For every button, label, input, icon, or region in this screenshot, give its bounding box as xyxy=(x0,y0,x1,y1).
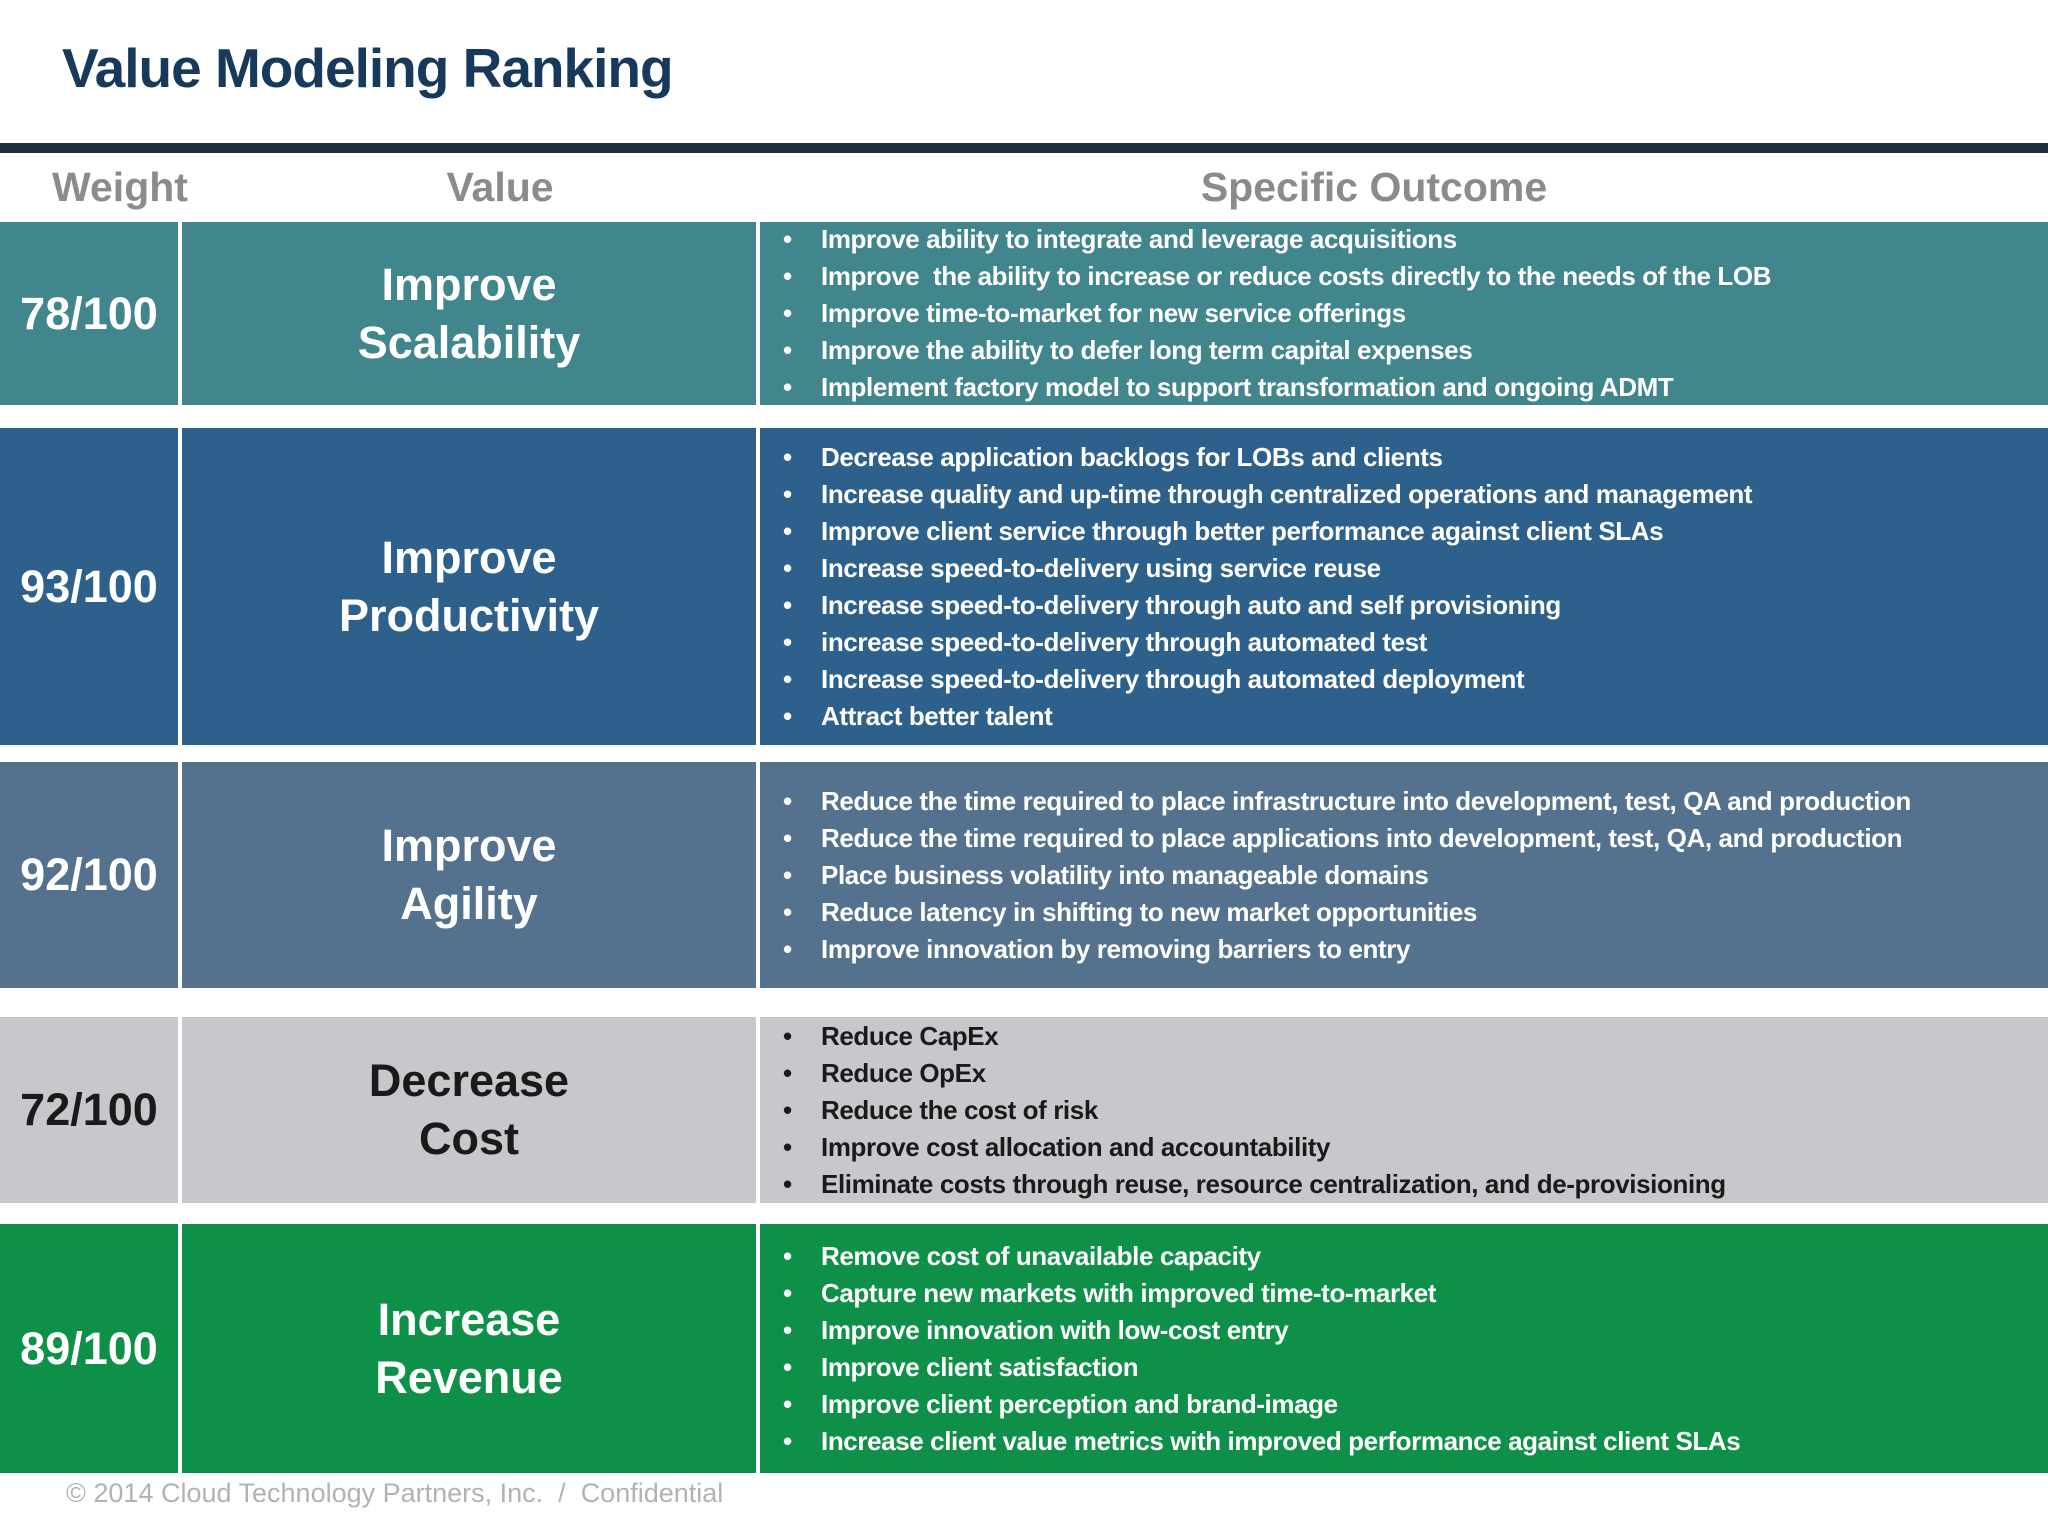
outcome-item: Improve ability to integrate and leverag… xyxy=(783,222,1771,258)
outcome-list: Improve ability to integrate and leverag… xyxy=(760,222,1771,405)
value-line: Improve xyxy=(381,258,557,310)
outcome-list: Reduce CapExReduce OpExReduce the cost o… xyxy=(760,1018,1726,1203)
title-divider xyxy=(0,143,2048,153)
column-header-value: Value xyxy=(446,164,554,210)
weight-cell: 78/100 xyxy=(0,222,178,405)
value-line: Cost xyxy=(419,1113,519,1164)
outcome-item: Reduce OpEx xyxy=(783,1055,1726,1092)
weight-cell: 89/100 xyxy=(0,1224,178,1473)
column-header-weight: Weight xyxy=(52,164,188,210)
outcome-item: Reduce the time required to place applic… xyxy=(783,820,1911,857)
outcome-list: Reduce the time required to place infras… xyxy=(760,783,1911,968)
value-cell: Increase Revenue xyxy=(182,1224,756,1473)
table-row-revenue: 89/100 Increase Revenue Remove cost of u… xyxy=(0,1224,2048,1473)
value-cell: Improve Agility xyxy=(182,762,756,988)
outcome-item: Reduce latency in shifting to new market… xyxy=(783,894,1911,931)
outcome-item: Attract better talent xyxy=(783,698,1752,735)
value-line: Decrease xyxy=(368,1055,570,1106)
value-line: Improve xyxy=(381,531,557,583)
outcome-item: Improve innovation with low-cost entry xyxy=(783,1312,1740,1349)
weight-cell: 92/100 xyxy=(0,762,178,988)
outcome-cell: Remove cost of unavailable capacityCaptu… xyxy=(760,1224,2048,1473)
outcome-item: Increase quality and up-time through cen… xyxy=(783,476,1753,513)
value-cell: Decrease Cost xyxy=(182,1017,756,1203)
outcome-list: Remove cost of unavailable capacityCaptu… xyxy=(760,1238,1741,1460)
outcome-item: Remove cost of unavailable capacity xyxy=(783,1238,1740,1275)
value-line: Scalability xyxy=(357,316,581,368)
outcome-item: increase speed-to-delivery through autom… xyxy=(783,624,1752,661)
outcome-item: Improve innovation by removing barriers … xyxy=(783,931,1911,968)
value-line: Productivity xyxy=(338,589,600,641)
footer-copyright: © 2014 Cloud Technology Partners, Inc. /… xyxy=(66,1478,724,1508)
outcome-item: Reduce the time required to place infras… xyxy=(783,783,1911,820)
outcome-item: Reduce the cost of risk xyxy=(783,1092,1726,1129)
outcome-item: Capture new markets with improved time-t… xyxy=(783,1275,1740,1312)
column-header-outcome: Specific Outcome xyxy=(1200,164,1548,210)
outcome-item: Improve time-to-market for new service o… xyxy=(783,295,1771,332)
outcome-item: Increase speed-to-delivery using service… xyxy=(783,550,1752,587)
outcome-item: Eliminate costs through reuse, resource … xyxy=(783,1166,1726,1203)
outcome-item: Improve the ability to increase or reduc… xyxy=(783,258,1771,295)
outcome-item: Reduce CapEx xyxy=(783,1018,1726,1055)
outcome-cell: Reduce CapExReduce OpExReduce the cost o… xyxy=(760,1017,2048,1203)
table-row-productivity: 93/100 Improve Productivity Decrease app… xyxy=(0,428,2048,745)
table-row-agility: 92/100 Improve Agility Reduce the time r… xyxy=(0,762,2048,988)
outcome-item: Improve client service through better pe… xyxy=(783,513,1752,550)
outcome-cell: Decrease application backlogs for LOBs a… xyxy=(760,428,2048,745)
weight-cell: 93/100 xyxy=(0,428,178,745)
outcome-item: Increase speed-to-delivery through autom… xyxy=(783,661,1752,698)
value-line: Agility xyxy=(400,878,538,929)
outcome-item: Increase client value metrics with impro… xyxy=(783,1423,1741,1460)
outcome-item: Improve client satisfaction xyxy=(783,1349,1740,1386)
value-cell: Improve Productivity xyxy=(182,428,756,745)
weight-cell: 72/100 xyxy=(0,1017,178,1203)
table-header-row: Weight Value Specific Outcome xyxy=(0,153,2048,222)
outcome-item: Implement factory model to support trans… xyxy=(783,369,1771,405)
outcome-cell: Reduce the time required to place infras… xyxy=(760,762,2048,988)
outcome-list: Decrease application backlogs for LOBs a… xyxy=(760,439,1753,735)
table-row-scalability: 78/100 Improve Scalability Improve abili… xyxy=(0,222,2048,405)
value-line: Increase xyxy=(377,1293,561,1345)
outcome-item: Decrease application backlogs for LOBs a… xyxy=(783,439,1752,476)
outcome-item: Improve client perception and brand-imag… xyxy=(783,1386,1740,1423)
outcome-item: Increase speed-to-delivery through auto … xyxy=(783,587,1752,624)
outcome-item: Place business volatility into manageabl… xyxy=(783,857,1911,894)
table-row-cost: 72/100 Decrease Cost Reduce CapExReduce … xyxy=(0,1017,2048,1203)
outcome-item: Improve the ability to defer long term c… xyxy=(783,332,1771,369)
value-cell: Improve Scalability xyxy=(182,222,756,405)
outcome-item: Improve cost allocation and accountabili… xyxy=(783,1129,1726,1166)
value-line: Revenue xyxy=(375,1351,563,1403)
value-line: Improve xyxy=(381,820,557,871)
page-title: Value Modeling Ranking xyxy=(62,37,674,99)
outcome-cell: Improve ability to integrate and leverag… xyxy=(760,222,2048,405)
